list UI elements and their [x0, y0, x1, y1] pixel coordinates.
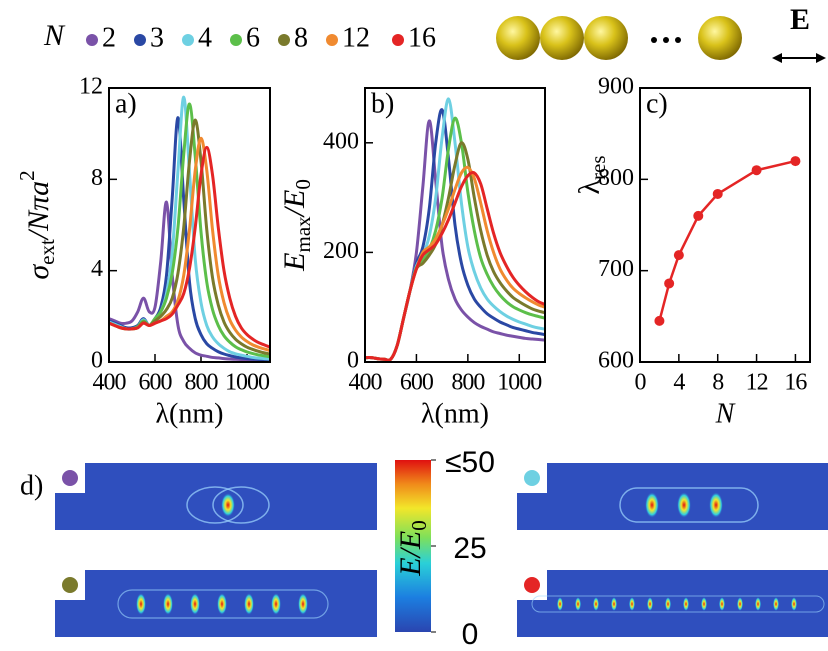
x-tick-label: 800	[185, 370, 219, 396]
colorbar-tick-label: 0	[462, 618, 479, 651]
series-line	[365, 170, 545, 362]
x-tick-label: 8	[712, 370, 724, 396]
label-part: E/E	[394, 531, 427, 577]
label-part: λ	[573, 180, 606, 195]
colorbar-tick-label: ≤50	[445, 446, 495, 479]
legend-marker	[278, 34, 290, 46]
legend-label: 2	[102, 22, 116, 53]
label-part: /Nπa	[22, 181, 55, 241]
panel-label: d)	[20, 470, 43, 501]
legend-label: 6	[246, 22, 260, 53]
plot-frame	[639, 87, 811, 363]
point	[712, 188, 723, 199]
field-maps	[55, 463, 828, 637]
point	[654, 315, 665, 326]
y-tick-label: 700	[598, 256, 634, 282]
legend-label: 4	[198, 22, 212, 53]
x-axis-label: λ(nm)	[155, 398, 223, 429]
label-part: ext	[35, 239, 59, 265]
y-axis-label: σext/Nπa2	[15, 170, 59, 279]
x-axis-label: N	[715, 398, 736, 429]
series-line	[658, 159, 796, 322]
legend-label: 16	[408, 22, 436, 53]
legend-label: 8	[294, 22, 308, 53]
x-tick-label: 16	[784, 370, 807, 396]
y-tick-label: 8	[91, 165, 103, 191]
sphere-chain	[496, 16, 742, 60]
plot-frame	[364, 87, 546, 363]
series-line	[365, 119, 545, 362]
label-part: res	[586, 155, 610, 180]
x-tick-label: 1000	[497, 370, 542, 396]
y-tick-label: 200	[323, 238, 359, 264]
y-tick-label: 0	[347, 348, 359, 374]
point	[790, 156, 801, 167]
colorbar-tick-label: 25	[453, 532, 486, 565]
plot-frame	[108, 87, 271, 363]
polarization-arrow	[772, 53, 826, 63]
label-part: E	[278, 253, 311, 272]
x-tick-label: 400	[93, 370, 127, 396]
x-tick-label: 12	[746, 370, 768, 396]
legend-label: 3	[150, 22, 164, 53]
series-line	[109, 145, 270, 349]
legend-marker	[230, 34, 242, 46]
legend-marker	[326, 34, 338, 46]
label-part: max	[291, 216, 315, 253]
y-axis-label: Emax/E0	[278, 179, 315, 272]
y-tick-label: 4	[91, 256, 103, 282]
legend-marker	[86, 34, 98, 46]
x-tick-label: 600	[139, 370, 173, 396]
label-part: 0	[291, 179, 315, 190]
x-axis-label: λ(nm)	[421, 398, 489, 429]
legend-title: N	[43, 19, 66, 52]
x-tick-label: 400	[349, 370, 383, 396]
y-tick-label: 900	[598, 74, 634, 100]
label-part: σ	[22, 264, 55, 280]
x-tick-label: 0	[635, 370, 647, 396]
x-tick-label: 800	[451, 370, 485, 396]
legend-marker	[134, 34, 146, 46]
y-tick-label: 400	[323, 128, 359, 154]
series-line	[365, 165, 545, 362]
panel-label: b)	[371, 88, 394, 119]
y-tick-label: 800	[598, 165, 634, 191]
colorbar-title: E/E0	[394, 520, 431, 577]
label-part: 2	[15, 170, 39, 181]
legend-marker	[392, 34, 404, 46]
x-tick-label: 600	[400, 370, 434, 396]
point	[664, 278, 675, 289]
x-tick-label: 1000	[225, 370, 270, 396]
label-part: /E	[278, 190, 311, 219]
legend-label: 12	[342, 22, 370, 53]
y-tick-label: 12	[79, 74, 103, 100]
panel-label: a)	[115, 88, 137, 119]
y-axis-label: λres	[573, 155, 610, 194]
y-tick-label: 600	[598, 348, 634, 374]
x-tick-label: 4	[673, 370, 685, 396]
point	[751, 165, 762, 176]
label-part: 0	[407, 520, 431, 531]
panel-label: c)	[646, 88, 668, 119]
field-label: E	[790, 3, 810, 36]
y-tick-label: 0	[91, 348, 103, 374]
point	[693, 210, 704, 221]
point	[673, 250, 684, 261]
colorbar	[395, 460, 431, 632]
legend-marker	[182, 34, 194, 46]
